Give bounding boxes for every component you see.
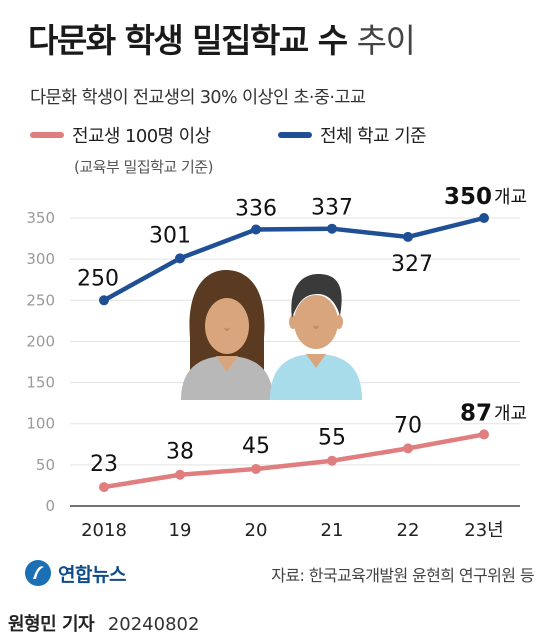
- data-label: 301: [149, 223, 191, 248]
- data-point: [403, 231, 413, 242]
- data-label: 336: [235, 197, 277, 222]
- data-label-unit: 개교: [494, 187, 527, 208]
- publish-date: 20240802: [107, 614, 200, 635]
- chart-title: 다문화 학생 밀집학교 수 추이: [28, 14, 416, 62]
- data-point: [403, 443, 413, 454]
- y-tick-label: 350: [26, 209, 55, 227]
- x-tick-label: 19: [169, 520, 192, 541]
- y-tick-label: 150: [26, 374, 55, 392]
- legend-label-total: 전체 학교 기준: [320, 126, 427, 147]
- footer-logo: 연합뉴스: [24, 558, 126, 588]
- students-illustration: [181, 270, 362, 400]
- data-label: 327: [391, 252, 433, 277]
- chart-subtitle: 다문화 학생이 전교생의 30% 이상인 초·중·고교: [30, 88, 366, 108]
- data-point: [99, 295, 109, 306]
- data-label: 45: [242, 434, 270, 459]
- legend-swatch-100: [30, 132, 64, 138]
- data-point: [175, 469, 185, 480]
- legend-item-100: 전교생 100명 이상: [30, 124, 211, 147]
- footer-logo-text: 연합뉴스: [58, 563, 126, 586]
- y-tick-label: 50: [36, 456, 55, 474]
- male-student-icon: [270, 274, 362, 400]
- data-point: [327, 223, 337, 234]
- x-tick-label: 20: [245, 520, 268, 541]
- data-label: 250: [77, 266, 119, 291]
- y-tick-label: 200: [26, 332, 55, 350]
- source-note: 자료: 한국교육개발원 윤현희 연구위원 등: [271, 566, 534, 585]
- data-label-unit: 개교: [494, 403, 527, 424]
- x-tick-label: 23년: [464, 520, 503, 541]
- data-point: [251, 463, 261, 474]
- byline: 원형민 기자 20240802: [8, 610, 199, 636]
- data-label-last: 350: [444, 184, 492, 210]
- y-tick-label: 300: [26, 250, 55, 268]
- legend-item-total: 전체 학교 기준: [278, 124, 427, 147]
- data-point: [327, 455, 337, 466]
- data-point: [175, 253, 185, 264]
- series-line: [101, 215, 487, 303]
- chart-title-light: 추이: [356, 21, 416, 60]
- data-point: [479, 213, 489, 223]
- y-tick-label: 250: [26, 291, 55, 309]
- y-tick-label: 100: [26, 415, 55, 433]
- series-layer: [99, 213, 489, 493]
- axis-layer: 0 50 100 150 200 250 300 350 2018 19 20 21 22 23년: [26, 209, 520, 541]
- data-label: 70: [394, 413, 422, 438]
- legend-swatch-total: [278, 132, 312, 138]
- data-label: 337: [311, 196, 353, 221]
- legend-note: (교육부 밀집학교 기준): [74, 158, 213, 176]
- reporter-name: 원형민 기자: [8, 614, 95, 635]
- data-point: [479, 429, 489, 440]
- data-label: 23: [90, 452, 118, 477]
- data-point: [99, 482, 109, 493]
- legend-label-100: 전교생 100명 이상: [72, 126, 211, 147]
- x-tick-label: 22: [397, 520, 420, 541]
- data-label-last: 87: [460, 400, 492, 426]
- data-label: 55: [318, 426, 346, 451]
- data-point: [251, 224, 261, 235]
- female-student-icon: [181, 270, 273, 400]
- yonhap-logo-icon: [25, 560, 51, 586]
- data-label: 38: [166, 440, 194, 465]
- x-tick-label: 21: [321, 520, 344, 541]
- y-tick-label: 0: [45, 497, 55, 515]
- chart-title-bold: 다문화 학생 밀집학교 수: [28, 21, 348, 60]
- x-tick-label: 2018: [81, 520, 127, 541]
- series-line: [101, 432, 487, 490]
